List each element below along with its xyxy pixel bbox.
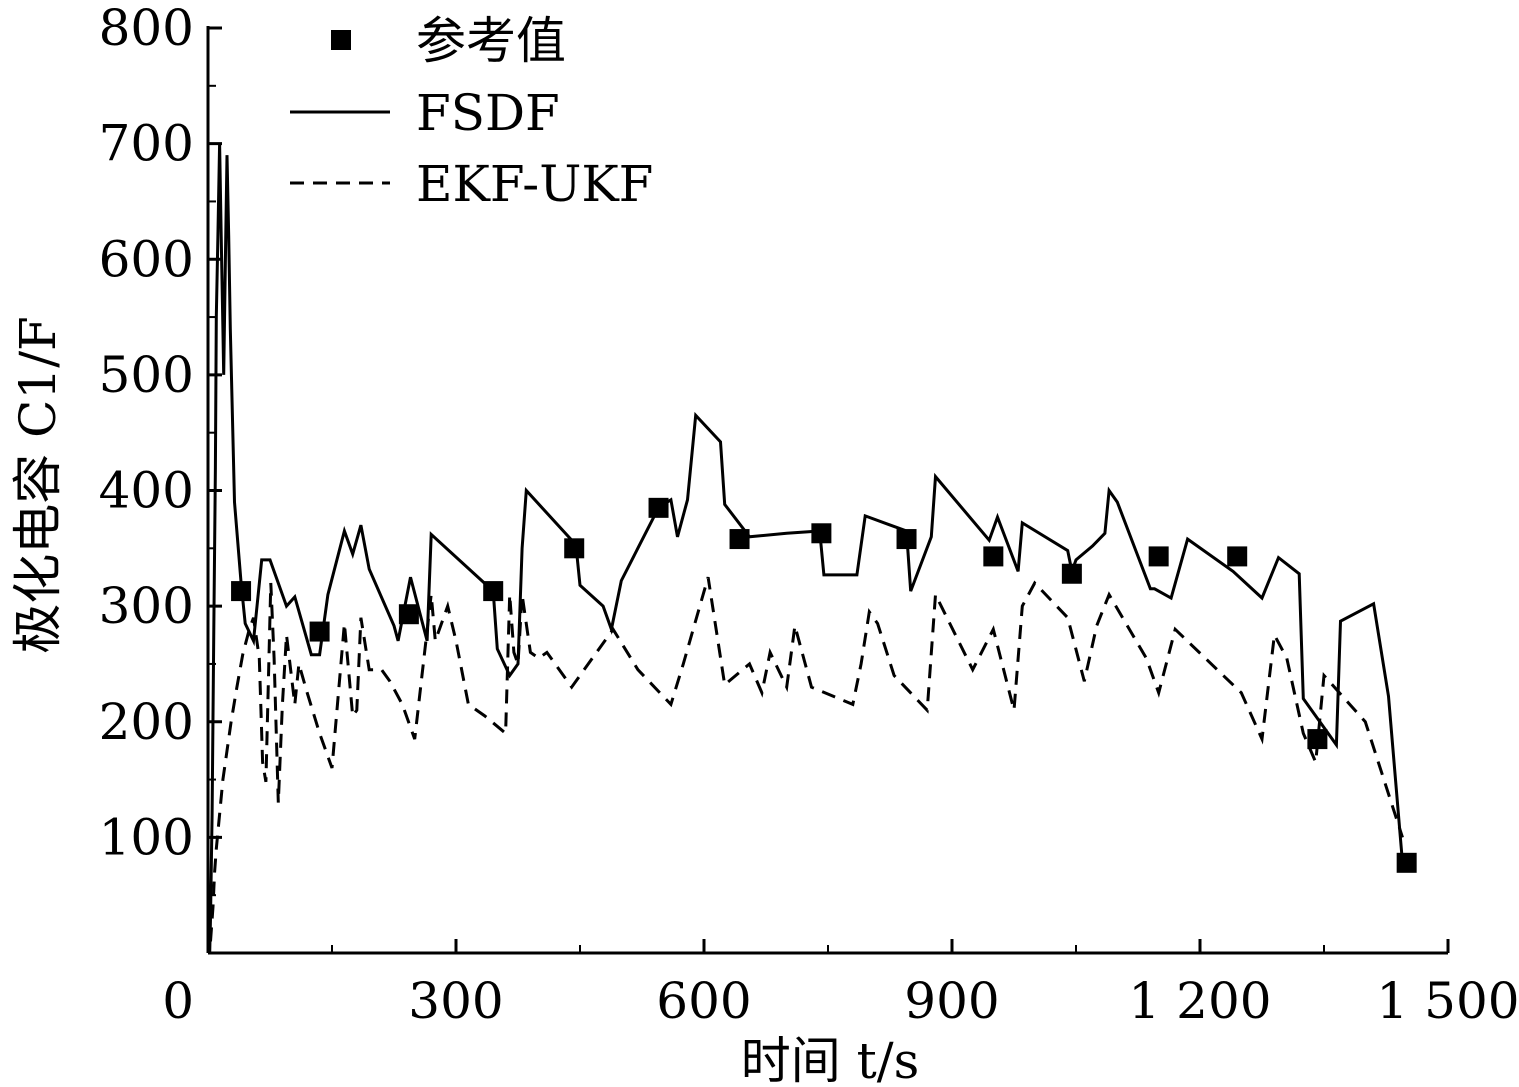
series-ekf-ukf-line xyxy=(209,576,1404,942)
reference-point-marker xyxy=(1227,546,1248,567)
series-layer xyxy=(208,143,1417,954)
x-tick-label: 1 500 xyxy=(1376,972,1519,1030)
reference-point-marker xyxy=(309,621,330,642)
reference-point-marker xyxy=(983,546,1004,567)
x-axis-ticks: 0 300 600 900 1 200 1 500 xyxy=(162,939,1519,1030)
x-tick-label: 900 xyxy=(904,972,999,1030)
y-tick-label: 700 xyxy=(99,115,194,173)
series-fsdf-line xyxy=(208,143,1404,954)
y-tick-label: 400 xyxy=(99,462,194,520)
y-axis-title: 极化电容 C1/F xyxy=(9,316,67,654)
reference-point-marker xyxy=(1307,729,1328,750)
y-tick-label: 300 xyxy=(99,577,194,635)
x-tick-label: 0 xyxy=(162,972,194,1030)
y-tick-label: 500 xyxy=(99,346,194,404)
x-tick-label: 1 200 xyxy=(1128,972,1271,1030)
legend-ekf-ukf-label: EKF-UKF xyxy=(416,155,653,213)
legend: 参考值 FSDF EKF-UKF xyxy=(290,12,653,213)
y-tick-label: 100 xyxy=(99,808,194,866)
y-tick-label: 200 xyxy=(99,693,194,751)
legend-reference-label: 参考值 xyxy=(416,12,566,70)
series-reference-markers xyxy=(231,497,1417,873)
legend-fsdf-label: FSDF xyxy=(416,84,560,142)
reference-point-marker xyxy=(1148,546,1169,567)
x-tick-label: 300 xyxy=(408,972,503,1030)
x-axis-title: 时间 t/s xyxy=(741,1032,920,1087)
reference-point-marker xyxy=(564,538,585,559)
x-tick-label: 600 xyxy=(656,972,751,1030)
legend-reference-marker xyxy=(331,30,351,50)
y-tick-label: 800 xyxy=(99,0,194,57)
reference-point-marker xyxy=(729,529,750,550)
axes xyxy=(206,26,1448,955)
reference-point-marker xyxy=(1396,852,1417,873)
y-tick-label: 600 xyxy=(99,230,194,288)
y-axis-ticks: 100 200 300 400 500 600 700 800 xyxy=(99,0,222,897)
